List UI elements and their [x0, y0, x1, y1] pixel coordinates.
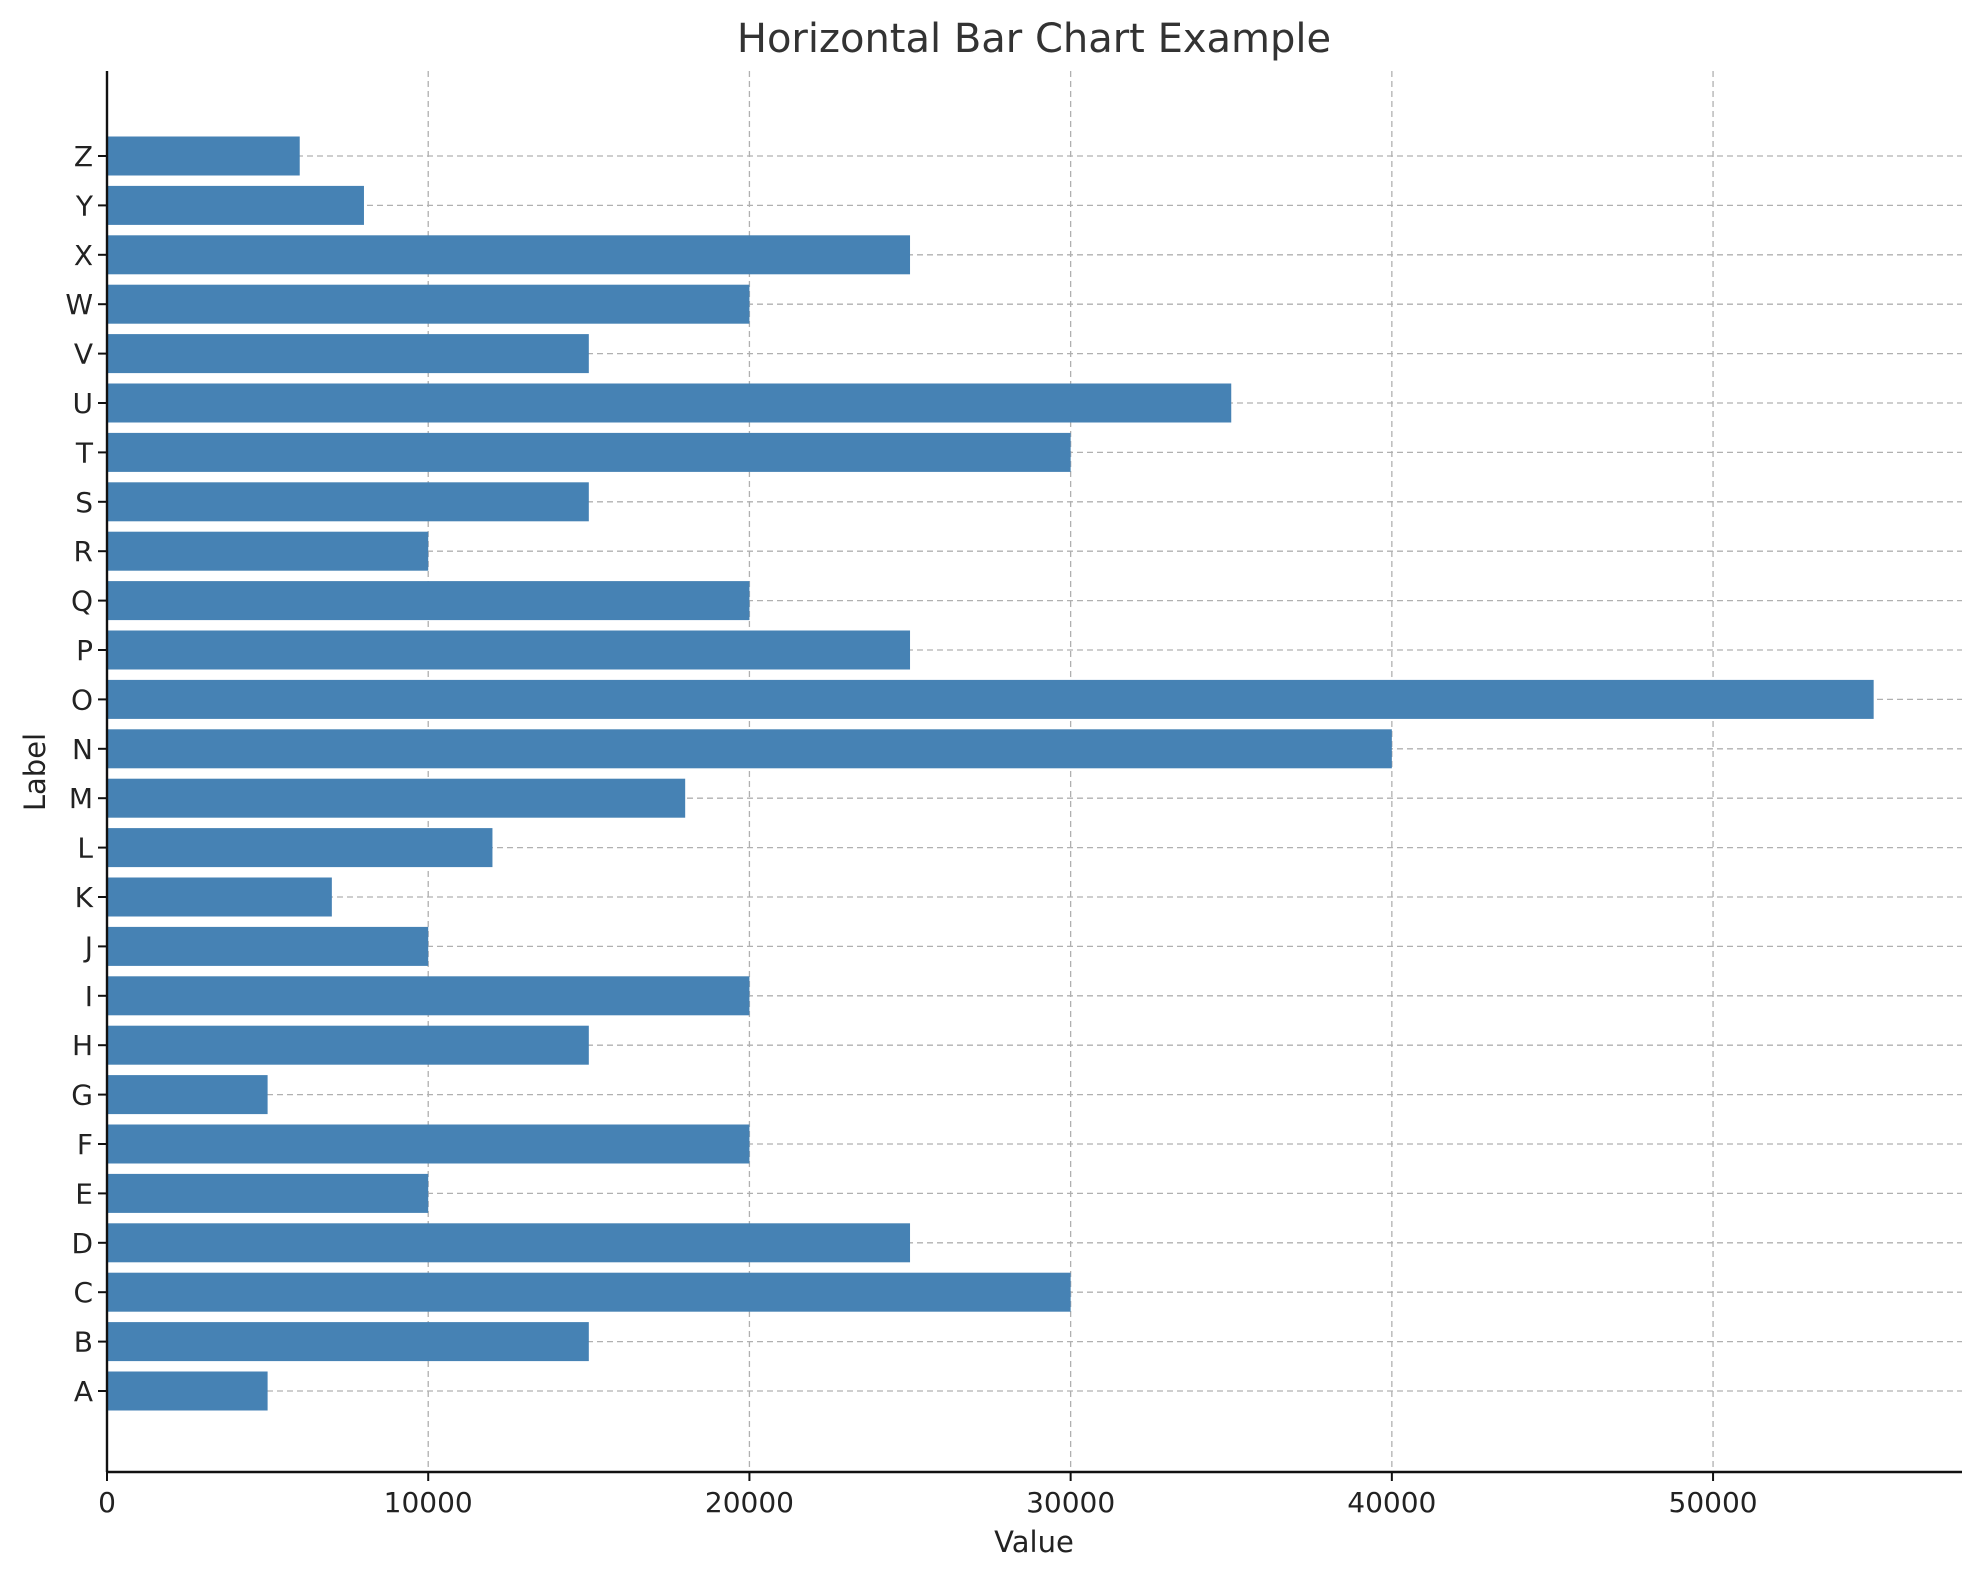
- y-tick-label: D: [71, 1227, 93, 1260]
- y-tick-label: K: [75, 881, 94, 914]
- bar-Y: [107, 185, 364, 225]
- y-tick-label: S: [75, 486, 93, 519]
- bar-T: [107, 432, 1071, 472]
- y-tick-label: C: [73, 1276, 93, 1309]
- bar-D: [107, 1223, 911, 1263]
- x-tick-label: 0: [98, 1486, 116, 1519]
- bar-U: [107, 383, 1232, 423]
- bar-C: [107, 1272, 1071, 1312]
- bar-P: [107, 630, 911, 670]
- y-tick-label: V: [74, 338, 93, 371]
- bar-Z: [107, 136, 300, 176]
- bar-K: [107, 877, 332, 917]
- y-tick-label: W: [65, 288, 93, 321]
- y-tick-label: H: [72, 1029, 93, 1062]
- bar-V: [107, 334, 589, 374]
- y-tick-label: Z: [74, 140, 93, 173]
- y-tick-label: F: [77, 1128, 93, 1161]
- x-tick-label: 40000: [1347, 1486, 1436, 1519]
- x-tick-label: 10000: [384, 1486, 473, 1519]
- bar-M: [107, 778, 686, 818]
- ticks: 0 10000 20000 30000 40000 50000 ABCDEFGHIJKLMN…: [65, 140, 1757, 1519]
- y-tick-label: A: [74, 1375, 93, 1408]
- y-tick-label: N: [72, 733, 93, 766]
- bar-A: [107, 1371, 268, 1411]
- bars: [107, 136, 1874, 1411]
- x-tick-label: 20000: [705, 1486, 794, 1519]
- y-tick-label: G: [71, 1079, 93, 1112]
- y-tick-label: L: [77, 832, 93, 865]
- y-tick-label: X: [74, 239, 93, 272]
- y-tick-label: P: [76, 634, 93, 667]
- bar-H: [107, 1025, 589, 1065]
- y-tick-label: Y: [75, 189, 94, 222]
- y-tick-label: E: [75, 1177, 93, 1210]
- bar-J: [107, 926, 429, 966]
- x-axis-label: Value: [994, 1525, 1074, 1559]
- y-tick-label: T: [75, 436, 94, 469]
- y-tick-label: J: [83, 930, 93, 963]
- x-tick-label: 50000: [1669, 1486, 1758, 1519]
- y-tick-label: R: [74, 535, 93, 568]
- y-axis-label: Label: [18, 733, 52, 811]
- bar-F: [107, 1124, 750, 1164]
- y-tick-label: I: [85, 980, 93, 1013]
- bar-W: [107, 284, 750, 324]
- y-tick-label: Q: [71, 585, 93, 618]
- bar-L: [107, 828, 493, 868]
- bar-O: [107, 679, 1874, 719]
- y-tick-label: O: [71, 683, 93, 716]
- y-tick-label: B: [74, 1326, 93, 1359]
- chart-title: Horizontal Bar Chart Example: [737, 16, 1331, 62]
- bar-S: [107, 482, 589, 522]
- x-tick-label: 30000: [1026, 1486, 1115, 1519]
- bar-N: [107, 729, 1392, 769]
- bar-R: [107, 531, 429, 571]
- y-tick-label: M: [69, 782, 93, 815]
- grid-lines: [107, 71, 1962, 1472]
- y-tick-label: U: [73, 387, 94, 420]
- bar-E: [107, 1173, 429, 1213]
- bar-I: [107, 976, 750, 1016]
- bar-B: [107, 1322, 589, 1362]
- bar-Q: [107, 581, 750, 621]
- bar-G: [107, 1075, 268, 1115]
- bar-X: [107, 235, 911, 275]
